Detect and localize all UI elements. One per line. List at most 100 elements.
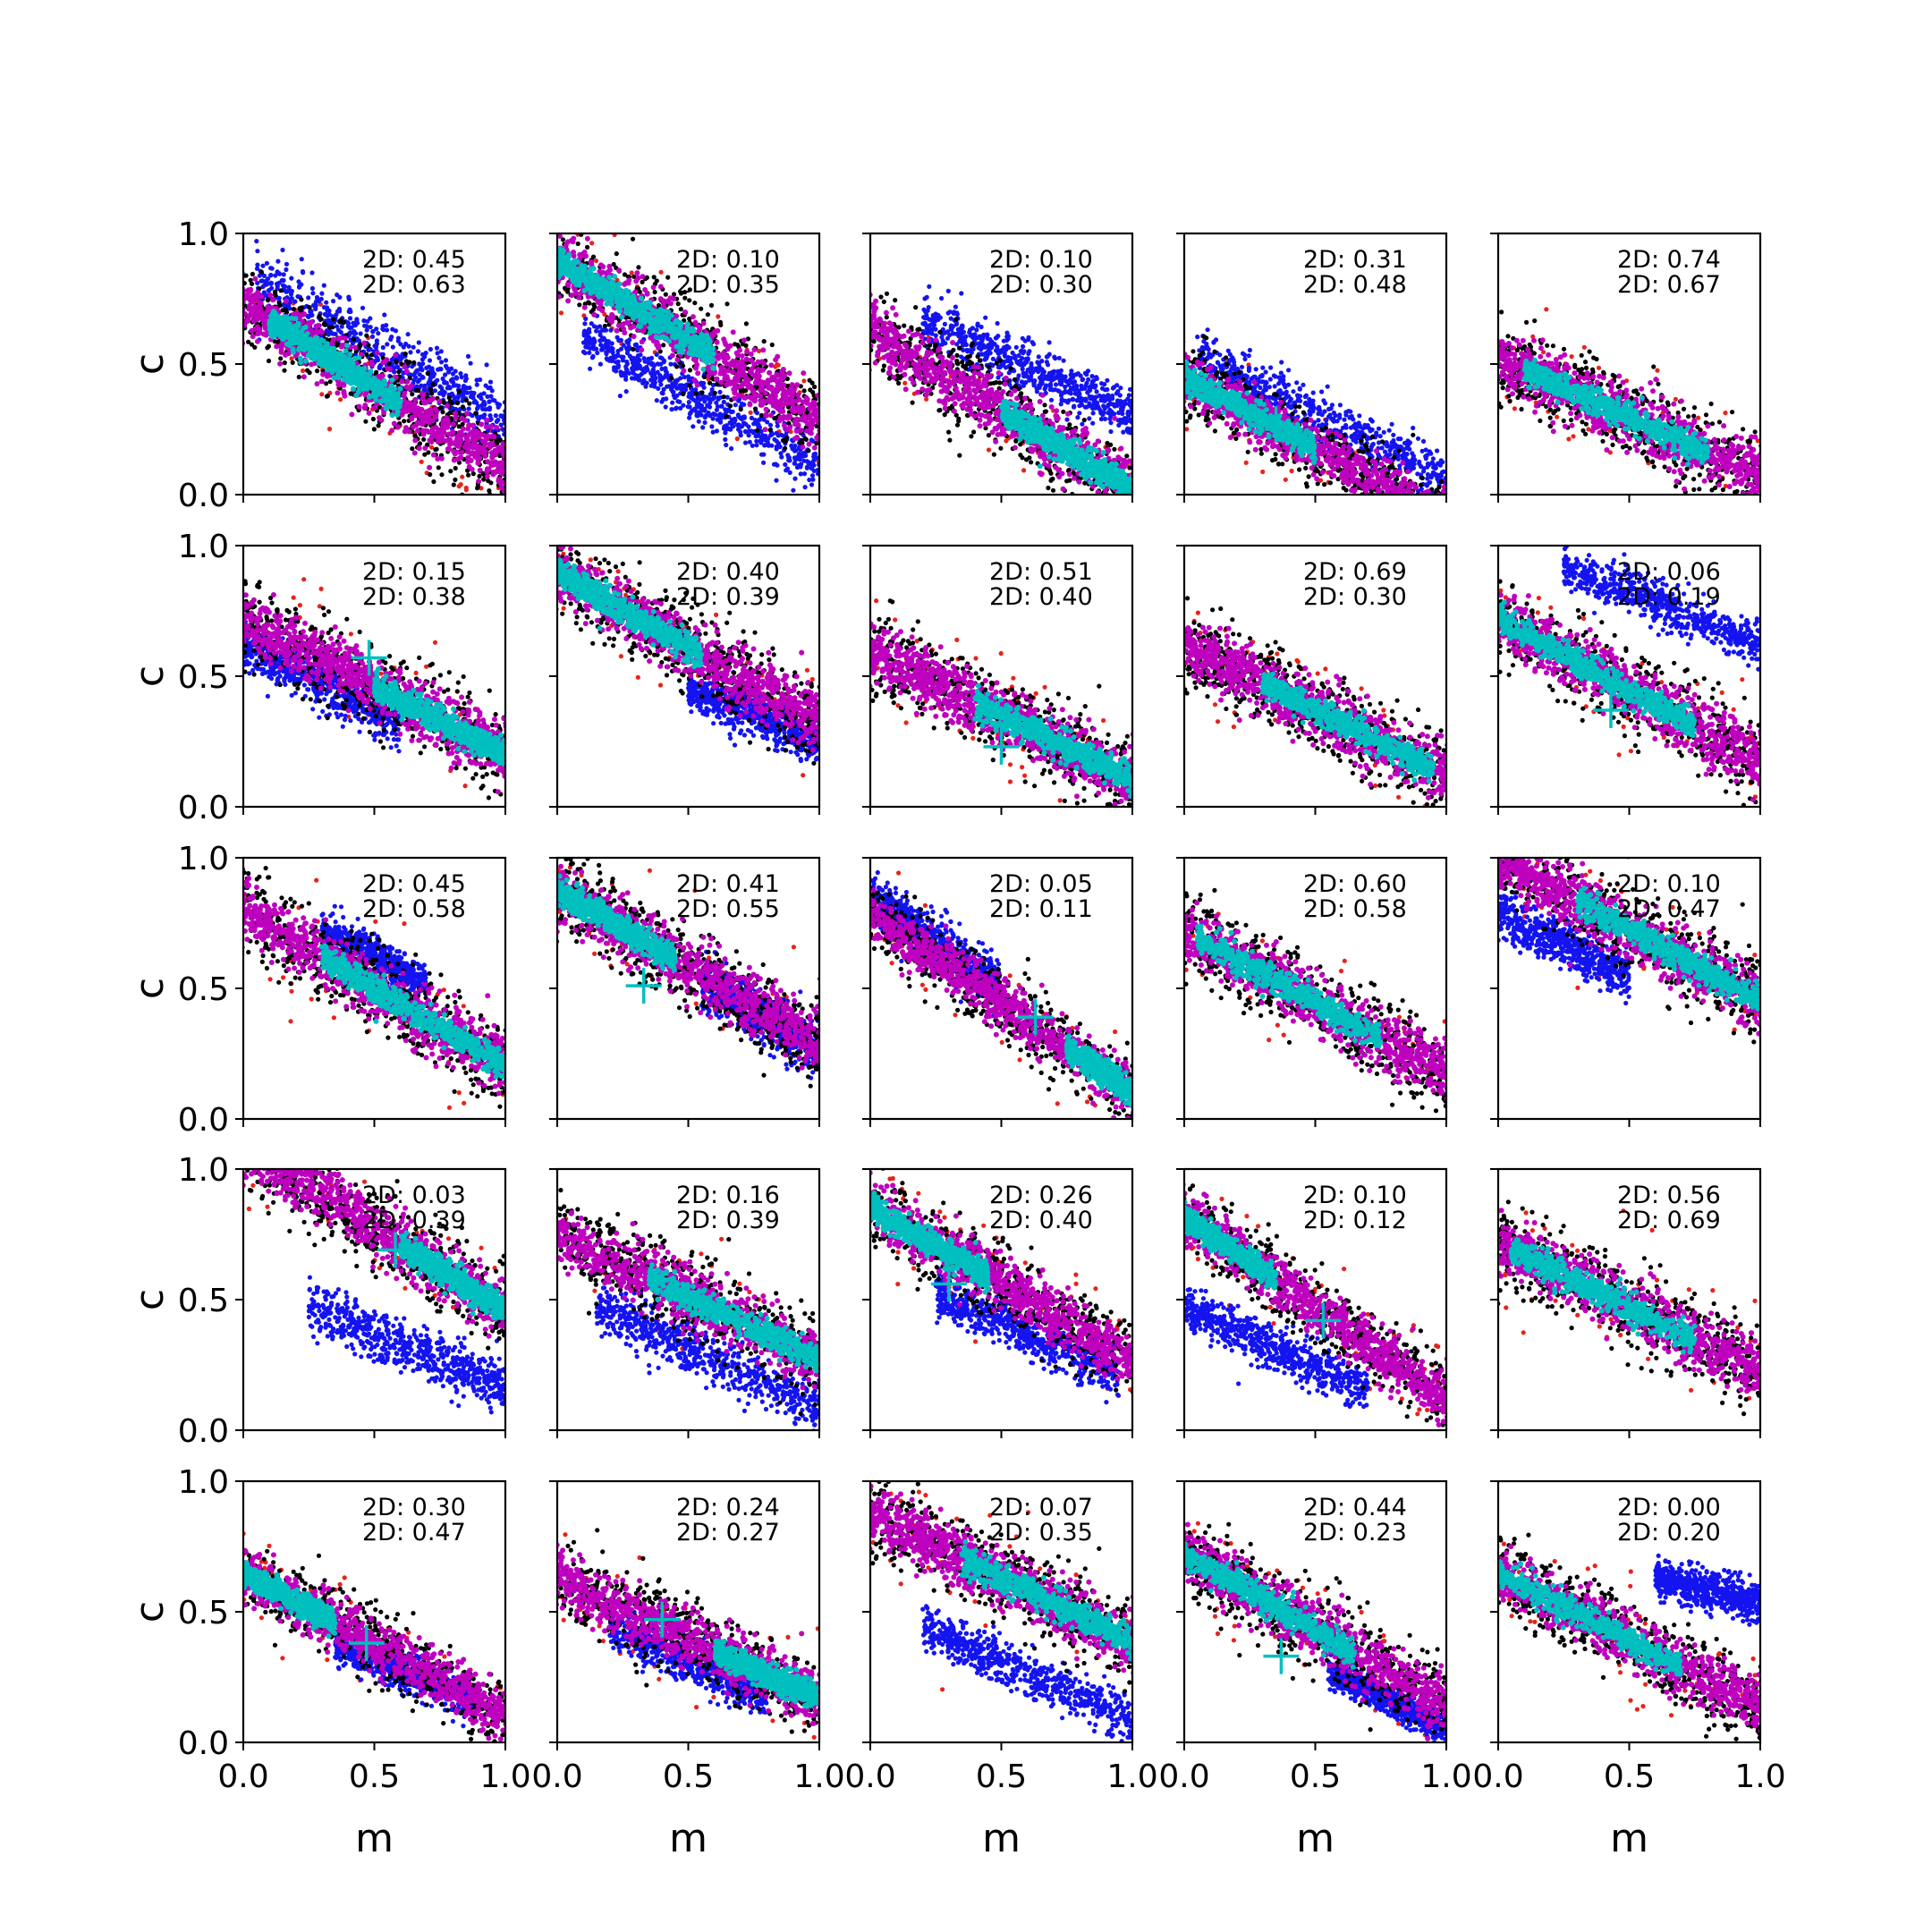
population-b-point [600, 347, 605, 352]
middle-sample-point [385, 366, 390, 371]
population-a-point [419, 460, 424, 464]
core-sample-point [282, 322, 287, 327]
middle-sample-point [725, 346, 731, 352]
population-a-point [289, 356, 293, 360]
population-b-point [779, 454, 784, 459]
outer-sample-point [744, 321, 749, 326]
outer-sample-point [743, 343, 748, 348]
outer-sample-point [266, 298, 270, 302]
population-b-point [451, 380, 455, 385]
population-b-point [664, 396, 668, 401]
middle-sample-point [412, 397, 418, 402]
y-tick-label: 0.0 [178, 478, 229, 514]
middle-sample-point [812, 445, 818, 451]
middle-sample-point [790, 398, 795, 403]
population-b-point [456, 384, 461, 388]
population-b-point [365, 328, 369, 333]
middle-sample-point [353, 345, 359, 351]
outer-sample-point [694, 391, 699, 395]
outer-sample-point [307, 305, 311, 309]
middle-sample-point [270, 297, 275, 302]
outer-sample-point [586, 300, 590, 304]
middle-sample-point [255, 290, 260, 295]
population-b-point [707, 396, 711, 401]
population-b-point [376, 331, 380, 335]
middle-sample-point [450, 432, 455, 437]
outer-sample-point [457, 389, 462, 394]
population-b-point [418, 372, 422, 377]
outer-sample-point [687, 383, 691, 387]
middle-sample-point [409, 383, 414, 388]
middle-sample-point [357, 404, 362, 410]
outer-sample-point [688, 368, 692, 372]
middle-sample-point [258, 315, 264, 320]
middle-sample-point [484, 424, 489, 429]
population-b-point [284, 267, 288, 272]
population-b-point [282, 272, 286, 276]
outer-sample-point [402, 419, 406, 423]
core-sample-point [395, 404, 401, 410]
outer-sample-point [410, 392, 414, 396]
population-b-point [340, 325, 344, 329]
middle-sample-point [427, 398, 432, 403]
population-b-point [616, 338, 621, 343]
population-b-point [730, 422, 734, 427]
population-b-point [485, 362, 489, 367]
population-b-point [644, 365, 648, 369]
population-b-point [733, 418, 737, 422]
population-a-point [459, 482, 463, 487]
outer-sample-point [412, 434, 417, 438]
middle-sample-point [800, 445, 805, 450]
population-b-point [486, 407, 490, 411]
outer-sample-point [631, 347, 635, 352]
population-b-point [275, 284, 280, 289]
population-b-point [634, 373, 639, 377]
middle-sample-point [249, 306, 254, 311]
population-b-point [466, 354, 470, 359]
population-b-point [453, 395, 457, 400]
core-sample-point [309, 350, 314, 355]
outer-sample-point [461, 404, 465, 409]
population-b-point [435, 346, 439, 351]
population-b-point [326, 314, 330, 318]
middle-sample-point [764, 407, 769, 412]
outer-sample-point [396, 369, 401, 374]
middle-sample-point [572, 253, 577, 258]
population-b-point [754, 443, 758, 447]
middle-sample-point [792, 436, 798, 441]
outer-sample-point [713, 391, 717, 395]
middle-sample-point [466, 432, 471, 437]
population-b-point [273, 273, 277, 277]
middle-sample-point [436, 398, 442, 403]
population-b-point [583, 317, 588, 321]
outer-sample-point [640, 280, 645, 284]
middle-sample-point [405, 378, 411, 384]
population-b-point [500, 415, 504, 419]
population-b-point [691, 424, 695, 428]
outer-sample-point [473, 411, 478, 415]
population-a-point [464, 487, 469, 492]
population-b-point [587, 337, 591, 342]
population-b-point [656, 386, 660, 391]
outer-sample-point [699, 307, 703, 311]
population-b-point [598, 362, 603, 367]
population-b-point [807, 478, 811, 482]
outer-sample-point [371, 417, 376, 421]
middle-sample-point [490, 471, 496, 477]
outer-sample-point [652, 275, 657, 279]
middle-sample-point [372, 405, 377, 411]
population-b-point [348, 308, 352, 312]
middle-sample-point [633, 278, 639, 284]
population-b-point [645, 381, 649, 386]
population-b-point [697, 419, 701, 424]
population-b-point [668, 362, 673, 367]
middle-sample-point [259, 294, 265, 300]
population-b-point [687, 400, 691, 404]
outer-sample-point [407, 360, 411, 364]
middle-sample-point [695, 383, 700, 388]
core-sample-point [291, 350, 296, 355]
population-b-point [595, 351, 599, 355]
middle-sample-point [433, 414, 438, 419]
population-b-point [651, 361, 656, 366]
population-b-point [588, 367, 592, 371]
